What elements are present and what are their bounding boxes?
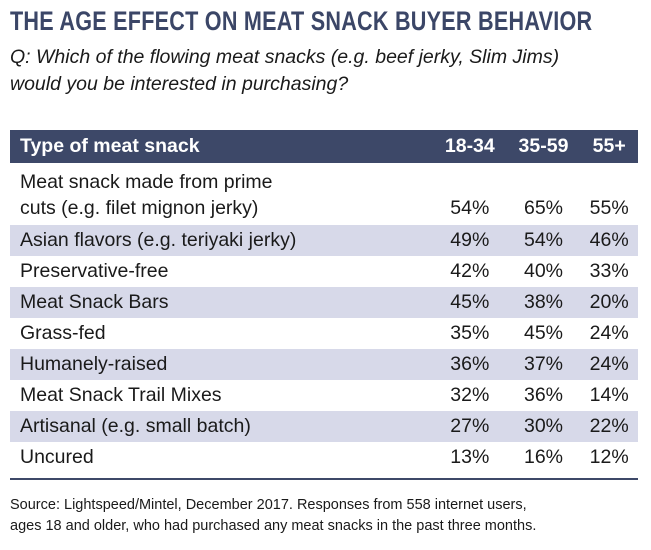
value-cell: 24%: [589, 322, 629, 344]
value-cell: 45%: [523, 322, 563, 344]
source-line: Source: Lightspeed/Mintel, December 2017…: [10, 497, 527, 513]
table-row: Asian flavors (e.g. teriyaki jerky) 49% 54…: [10, 225, 638, 256]
value-cell: 14%: [589, 384, 629, 406]
value-cell: 27%: [432, 411, 507, 442]
row-label: Preservative-free: [20, 260, 169, 282]
column-header: 55+: [580, 130, 638, 163]
row-label: Uncured: [20, 446, 94, 468]
value-cell: 12%: [589, 446, 629, 468]
value-cell: 54%: [506, 225, 581, 256]
question: Q: Which of the flowing meat snacks (e.g…: [10, 44, 559, 98]
table-row: Meat Snack Bars 45% 38% 20%: [10, 287, 638, 318]
table-row: Meat snack made from prime cuts (e.g. fil…: [10, 163, 638, 225]
table-row: Meat Snack Trail Mixes 32% 36% 14%: [10, 380, 638, 411]
value-cell: 65%: [523, 197, 563, 219]
row-label: Meat Snack Trail Mixes: [20, 384, 222, 406]
question-line: would you be interested in purchasing?: [10, 73, 349, 95]
column-header: Type of meat snack: [10, 130, 433, 163]
row-label-line: cuts (e.g. filet mignon jerky): [20, 197, 259, 219]
row-label: Meat snack made from prime cuts (e.g. fil…: [10, 163, 433, 225]
table-row: Uncured 13% 16% 12%: [10, 442, 638, 473]
column-header: 35-59: [506, 130, 581, 163]
value-cell: 54%: [450, 197, 490, 219]
table-row: Grass-fed 35% 45% 24%: [10, 318, 638, 349]
value-cell: 33%: [589, 260, 629, 282]
header-row: Type of meat snack 18-34 35-59 55+: [10, 130, 638, 163]
value-cell: 36%: [523, 384, 563, 406]
source-line: ages 18 and older, who had purchased any…: [10, 518, 537, 534]
row-label: Asian flavors (e.g. teriyaki jerky): [10, 225, 433, 256]
value-cell: 42%: [450, 260, 490, 282]
value-cell: 38%: [506, 287, 581, 318]
value-cell: 20%: [580, 287, 638, 318]
value-cell: 36%: [432, 349, 507, 380]
row-label: Grass-fed: [20, 322, 106, 344]
column-header: 18-34: [432, 130, 507, 163]
rule: [10, 478, 638, 480]
value-cell: 32%: [450, 384, 490, 406]
value-cell: 24%: [580, 349, 638, 380]
value-cell: 35%: [450, 322, 490, 344]
row-label: Meat Snack Bars: [10, 287, 433, 318]
question-line: Q: Which of the flowing meat snacks (e.g…: [10, 46, 560, 68]
table-body: Meat snack made from prime cuts (e.g. fil…: [10, 163, 638, 473]
value-cell: 22%: [580, 411, 638, 442]
table-row: Humanely-raised 36% 37% 24%: [10, 349, 638, 380]
value-cell: 13%: [450, 446, 490, 468]
source: Source: Lightspeed/Mintel, December 2017…: [10, 495, 536, 537]
value-cell: 55%: [589, 197, 629, 219]
table-row: Preservative-free 42% 40% 33%: [10, 256, 638, 287]
value-cell: 30%: [506, 411, 581, 442]
row-label-line: Meat snack made from prime: [20, 171, 273, 193]
value-cell: 46%: [580, 225, 638, 256]
value-cell: 45%: [432, 287, 507, 318]
value-cell: 49%: [432, 225, 507, 256]
table-row: Artisanal (e.g. small batch) 27% 30% 22%: [10, 411, 638, 442]
row-label: Artisanal (e.g. small batch): [10, 411, 433, 442]
value-cell: 40%: [523, 260, 563, 282]
value-cell: 37%: [506, 349, 581, 380]
title: THE AGE EFFECT ON MEAT SNACK BUYER BEHAV…: [10, 6, 593, 36]
value-cell: 16%: [523, 446, 563, 468]
table: Type of meat snack 18-34 35-59 55+ Meat sna…: [10, 130, 638, 473]
row-label: Humanely-raised: [10, 349, 433, 380]
